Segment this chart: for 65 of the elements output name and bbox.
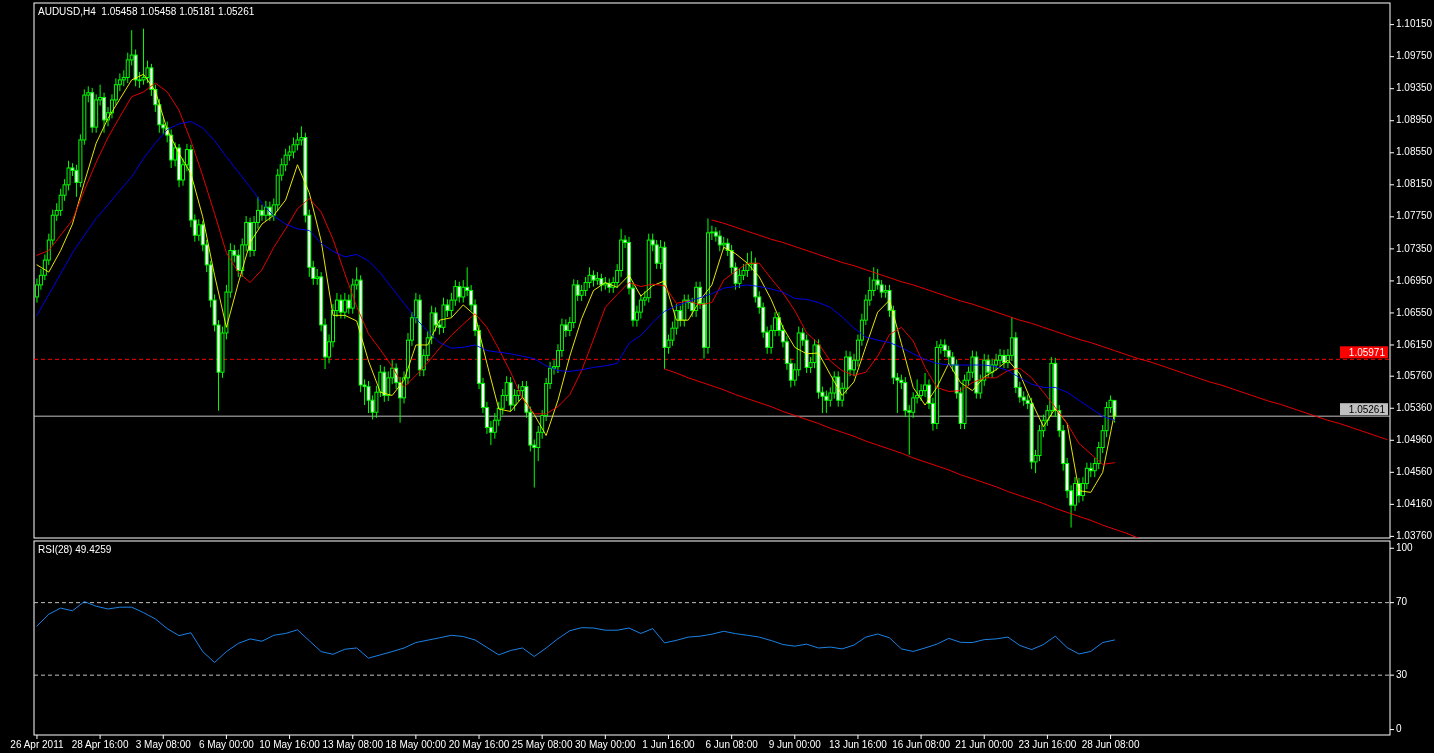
y-tick-label: 70 <box>1396 596 1408 608</box>
x-tick-label: 3 May 08:00 <box>135 739 192 750</box>
y-tick-label: 1.09350 <box>1396 82 1433 94</box>
x-tick-label: 6 May 00:00 <box>198 739 255 750</box>
y-tick-label: 1.09750 <box>1396 50 1433 62</box>
y-tick-label: 1.06950 <box>1396 274 1433 286</box>
y-tick-label: 1.10150 <box>1396 18 1433 30</box>
y-tick-label: 1.08150 <box>1396 178 1433 190</box>
x-tick-label: 21 Jun 00:00 <box>955 739 1014 750</box>
y-tick-label: 1.07350 <box>1396 242 1433 254</box>
x-tick-label: 30 May 00:00 <box>575 739 637 750</box>
y-tick-label: 1.04960 <box>1396 433 1433 445</box>
candlestick <box>457 281 462 304</box>
candlestick <box>1001 349 1006 369</box>
y-tick-label: 30 <box>1396 668 1408 680</box>
candlestick <box>291 137 296 159</box>
candlestick <box>141 28 146 86</box>
candlestick <box>259 204 264 222</box>
chart-title: RSI(28) 49.4259 <box>38 544 112 555</box>
candlestick <box>998 348 1003 367</box>
x-tick-label: 13 Jun 16:00 <box>829 739 888 750</box>
candlestick <box>382 366 387 403</box>
x-tick-label: 23 Jun 16:00 <box>1018 739 1077 750</box>
x-tick-label: 20 May 16:00 <box>448 739 510 750</box>
candlestick <box>386 370 391 402</box>
y-tick-label: 0 <box>1396 723 1402 735</box>
x-tick-label: 13 May 08:00 <box>322 739 384 750</box>
x-tick-label: 9 Jun 00:00 <box>768 739 822 750</box>
y-tick-label: 1.06150 <box>1396 338 1433 350</box>
y-tick-label: 100 <box>1396 541 1414 553</box>
y-tick-label: 1.05360 <box>1396 401 1433 413</box>
ref-line-label: 1.05261 <box>1348 404 1386 416</box>
x-tick-label: 6 Jun 08:00 <box>705 739 759 750</box>
ref-line-label: 1.05971 <box>1348 347 1386 359</box>
chart-title: AUDUSD,H4 1.05458 1.05458 1.05181 1.05261 <box>38 6 255 17</box>
candlestick <box>836 370 841 408</box>
x-tick-label: 26 Apr 2011 <box>10 739 64 750</box>
candlestick <box>342 292 347 320</box>
y-tick-label: 1.07750 <box>1396 210 1433 222</box>
x-tick-label: 28 Jun 08:00 <box>1081 739 1140 750</box>
candlestick <box>717 229 722 252</box>
y-tick-label: 1.08550 <box>1396 146 1433 158</box>
candlestick <box>737 268 742 289</box>
x-tick-label: 16 Jun 08:00 <box>892 739 951 750</box>
candlestick <box>871 266 876 297</box>
y-tick-label: 1.08950 <box>1396 114 1433 126</box>
y-tick-label: 1.04160 <box>1396 498 1433 509</box>
y-tick-label: 1.04560 <box>1396 465 1433 477</box>
x-tick-label: 18 May 00:00 <box>385 739 447 750</box>
line-series <box>664 368 1139 538</box>
y-tick-label: 1.05760 <box>1396 369 1433 381</box>
candlestick <box>824 390 829 414</box>
line-series <box>36 601 1115 663</box>
x-tick-label: 10 May 16:00 <box>259 739 321 750</box>
candlestick <box>745 252 750 278</box>
candlestick <box>338 294 343 320</box>
line-series <box>36 121 1115 421</box>
candlestick <box>196 218 201 242</box>
y-tick-label: 1.03760 <box>1396 530 1433 542</box>
candlestick <box>461 279 466 304</box>
x-tick-label: 28 Apr 16:00 <box>71 739 129 750</box>
y-tick-label: 1.06550 <box>1396 306 1433 318</box>
x-tick-label: 25 May 08:00 <box>511 739 573 750</box>
candlestick <box>508 376 513 412</box>
x-tick-label: 1 Jun 16:00 <box>642 739 696 750</box>
